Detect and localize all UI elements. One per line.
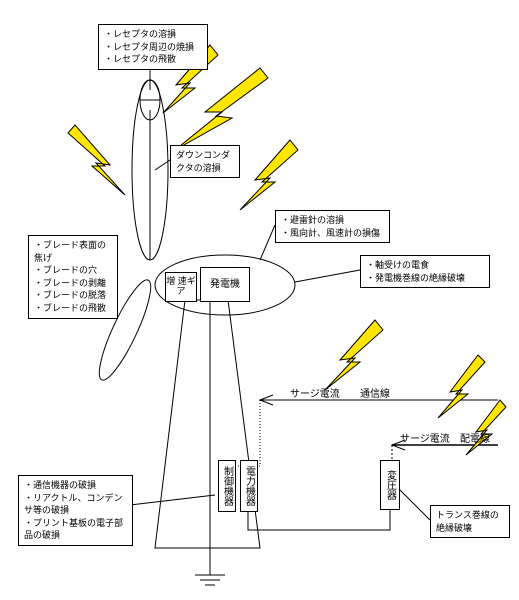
comp-control: 制御機器 <box>218 460 236 512</box>
callout-blade: ・ブレード表面の焦げ ・ブレードの穴 ・ブレードの剥離 ・ブレードの脱落 ・ブレ… <box>28 235 118 319</box>
label-surge2: サージ電流 <box>400 430 450 445</box>
comp-transformer: 変圧器 <box>380 460 400 510</box>
lead-downcond <box>155 160 170 170</box>
lead-nacelle-top <box>260 225 275 260</box>
label-comm: 通信線 <box>360 385 390 400</box>
callout-downconductor: ダウンコンダ クタの溶損 <box>170 145 240 178</box>
blade-upper <box>132 80 168 260</box>
lightning-bolts <box>68 45 506 455</box>
lead-control <box>130 495 215 505</box>
comp-power: 電力機器 <box>240 460 258 512</box>
label-surge1: サージ電流 <box>290 385 340 400</box>
receptor-ellipse <box>140 80 160 120</box>
lead-generator <box>295 270 360 282</box>
comp-generator: 発電機 <box>200 267 250 302</box>
callout-control: ・通信機器の破損 ・リアクトル、コンデンサ等の破損 ・プリント基板の電子部品の破… <box>18 475 133 546</box>
callout-generator: ・軸受けの電食 ・発電機巻線の絶縁破壊 <box>360 255 490 288</box>
callout-transformer: トランス巻線の 絶縁破壊 <box>430 505 510 538</box>
callout-receptor: ・レセプタの溶損 ・レセプタ周辺の焼損 ・レセプタの飛散 <box>98 24 208 70</box>
lead-trans <box>400 490 430 520</box>
label-dist: 配電線 <box>460 430 490 445</box>
callout-nacelle-top: ・避雷針の溶損 ・風向計、風速計の損傷 <box>275 210 390 243</box>
comp-gear: 増 速ギア <box>165 272 197 302</box>
